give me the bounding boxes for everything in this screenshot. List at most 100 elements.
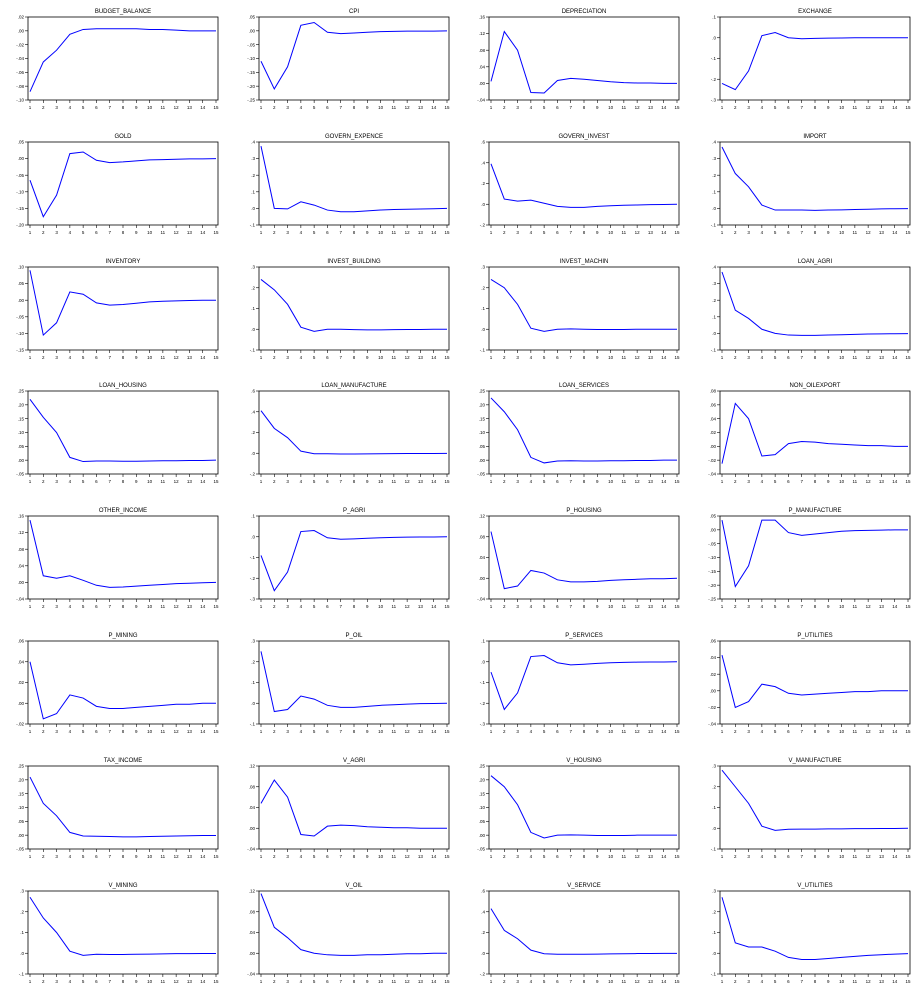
x-tick-label: 14 [431,230,437,235]
x-tick-label: 5 [773,105,776,110]
x-tick-label: 5 [312,604,315,609]
chart-svg-loan-manufacture: LOAN_MANUFACTURE.6.4.2.0-.21 2 3 4 5 6 7 8 9 10 11… [249,383,450,484]
x-tick-label: 11 [852,355,857,360]
y-tick-label: .04 [479,64,486,69]
x-tick-label: 6 [326,729,329,734]
plot-frame [258,640,449,725]
y-tick-label: .6 [481,888,485,893]
x-tick-label: 9 [596,479,599,484]
x-tick-label: 10 [839,979,845,984]
series-line-invest-machin [490,278,677,332]
x-tick-label: 8 [122,105,125,110]
series-line-other-income [29,520,217,589]
x-tick-label: 3 [286,355,289,360]
x-tick-label: 8 [122,355,125,360]
x-tick-label: 11 [391,105,396,110]
x-tick-label: 14 [200,854,206,859]
chart-svg-non-oilexport: NON_OILEXPORT.08.06.04.02.00-.02-.041 2 3 4… [708,383,911,484]
x-tick-label: 5 [773,479,776,484]
y-tick-label: .1 [251,680,255,685]
chart-svg-p-agri: P_AGRI.1.0-.1-.2-.31 2 3 4 5 6 7 8 9 10 11 12 13 14 15 [249,508,450,609]
y-tick-label: .20 [18,403,25,408]
plot-frame [258,515,449,600]
x-tick-label: 3 [747,604,750,609]
chart-svg-tax-income: TAX_INCOME.25.20.15.10.05.00-.051 2 3 4 5 6 7 8… [16,758,219,859]
y-tick-label: .04 [18,659,25,664]
x-tick-label: 14 [200,604,206,609]
x-tick-label: 13 [878,105,884,110]
x-tick-label: 3 [286,604,289,609]
plot-frame [258,765,449,850]
x-tick-label: 12 [635,230,641,235]
y-tick-label: -.05 [708,541,716,546]
chart-title: V_SERVICE [567,883,601,889]
series-line-govern-expence [260,145,447,213]
x-tick-label: 13 [417,230,423,235]
y-tick-label: -.1 [249,722,255,727]
chart-title: P_AGRI [342,508,364,514]
chart-svg-p-housing: P_HOUSING.12.08.04.00-.041 2 3 4 5 6 7 8 9 10 11 12… [477,508,680,609]
y-tick-label: -.1 [19,971,25,976]
x-tick-label: 8 [813,604,816,609]
y-tick-label: .0 [481,326,485,331]
chart-panel-loan-agri: LOAN_AGRI .4.3.2.1.0 -.1 1 2 3 4 5 6 7 8 9 10 11 12 13 1… [692,250,922,374]
x-tick-label: 1 [259,355,262,360]
x-tick-label: 3 [747,854,750,859]
x-tick-label: 5 [543,479,546,484]
x-tick-label: 3 [516,479,519,484]
chart-title: P_OIL [345,633,363,639]
x-tick-label: 8 [583,355,586,360]
x-tick-label: 6 [787,854,790,859]
y-tick-label: -.04 [16,56,24,61]
plot-frame [488,890,680,974]
x-tick-label: 5 [312,105,315,110]
x-tick-label: 15 [905,854,911,859]
y-tick-label: .08 [479,535,486,540]
x-tick-label: 10 [378,230,384,235]
x-tick-label: 4 [530,230,533,235]
x-tick-label: 11 [852,230,857,235]
x-tick-label: 15 [213,729,219,734]
x-tick-label: 14 [661,105,667,110]
x-tick-label: 15 [444,604,450,609]
y-tick-label: .00 [248,28,255,33]
y-tick-label: .06 [709,639,716,644]
chart-title: V_AGRI [342,758,364,764]
x-tick-label: 9 [135,604,138,609]
chart-panel-p-oil: P_OIL .3.2.1.0 -.1 1 2 3 4 5 6 7 8 9 10 11 12 13 14 15 [231,624,461,748]
chart-svg-budget-balance: BUDGET_BALANCE .02 .00 -.02 -.04 -.06 -.08 -.10… [16,9,219,110]
y-tick-label: .10 [18,264,25,269]
y-tick-label: .05 [18,444,25,449]
x-tick-label: 9 [366,355,369,360]
y-tick-label: -.05 [16,846,24,851]
x-tick-label: 5 [312,355,315,360]
x-tick-label: 4 [69,105,72,110]
x-tick-label: 3 [55,105,58,110]
y-tick-label: -.10 [16,189,24,194]
series-line-cpi [260,21,447,90]
x-tick-label: 10 [378,105,384,110]
chart-svg-v-service: V_SERVICE.6.4.2.0-.21 2 3 4 5 6 7 8 9 10 11 12 13 14 1… [480,883,680,984]
x-tick-label: 12 [174,479,180,484]
x-tick-label: 2 [734,979,737,984]
x-tick-label: 3 [55,854,58,859]
x-tick-label: 1 [259,979,262,984]
x-tick-label: 12 [865,355,871,360]
x-tick-label: 5 [543,979,546,984]
x-tick-label: 7 [569,854,572,859]
y-tick-label: .04 [709,655,716,660]
x-tick-label: 12 [404,729,410,734]
x-tick-label: 7 [339,355,342,360]
y-tick-label: -.05 [16,472,24,477]
chart-panel-invest-building: INVEST_BUILDING .3.2.1.0 -.1 1 2 3 4 5 6 7 8 9 10 11 1… [231,250,461,374]
chart-title: LOAN_AGRI [797,259,832,265]
x-tick-label: 14 [431,854,437,859]
x-tick-label: 4 [69,230,72,235]
x-tick-label: 5 [543,729,546,734]
x-tick-label: 12 [635,604,641,609]
x-tick-label: 15 [444,479,450,484]
x-tick-label: 11 [852,979,857,984]
chart-panel-p-services: P_SERVICES .1.0 -.1 -.2 -.3 1 2 3 4 5 6 7 8 9 10 11 12 13… [461,624,691,748]
x-tick-label: 13 [417,979,423,984]
x-tick-label: 14 [200,729,206,734]
